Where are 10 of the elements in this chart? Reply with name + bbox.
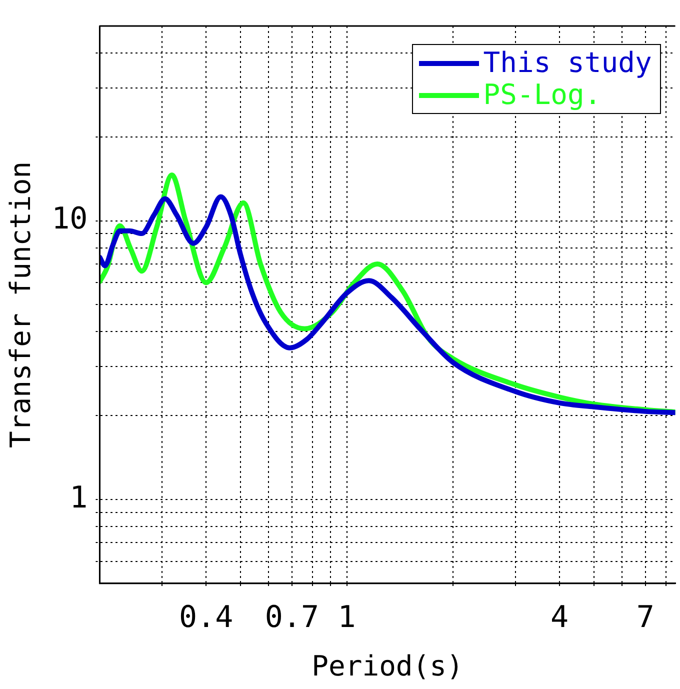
- legend-label: PS-Log.: [483, 78, 602, 111]
- x-axis-title: Period(s): [312, 649, 464, 682]
- x-tick-label: 4: [550, 600, 569, 636]
- x-tick-label: 7: [636, 600, 654, 636]
- x-tick-label: 0.4: [179, 600, 234, 636]
- legend-label: This study: [483, 46, 652, 79]
- x-tick-label: 0.7: [264, 600, 320, 636]
- y-tick-label: 10: [52, 202, 88, 237]
- x-tick-label: 1: [338, 600, 356, 636]
- y-axis-title: Transfer function: [4, 161, 38, 448]
